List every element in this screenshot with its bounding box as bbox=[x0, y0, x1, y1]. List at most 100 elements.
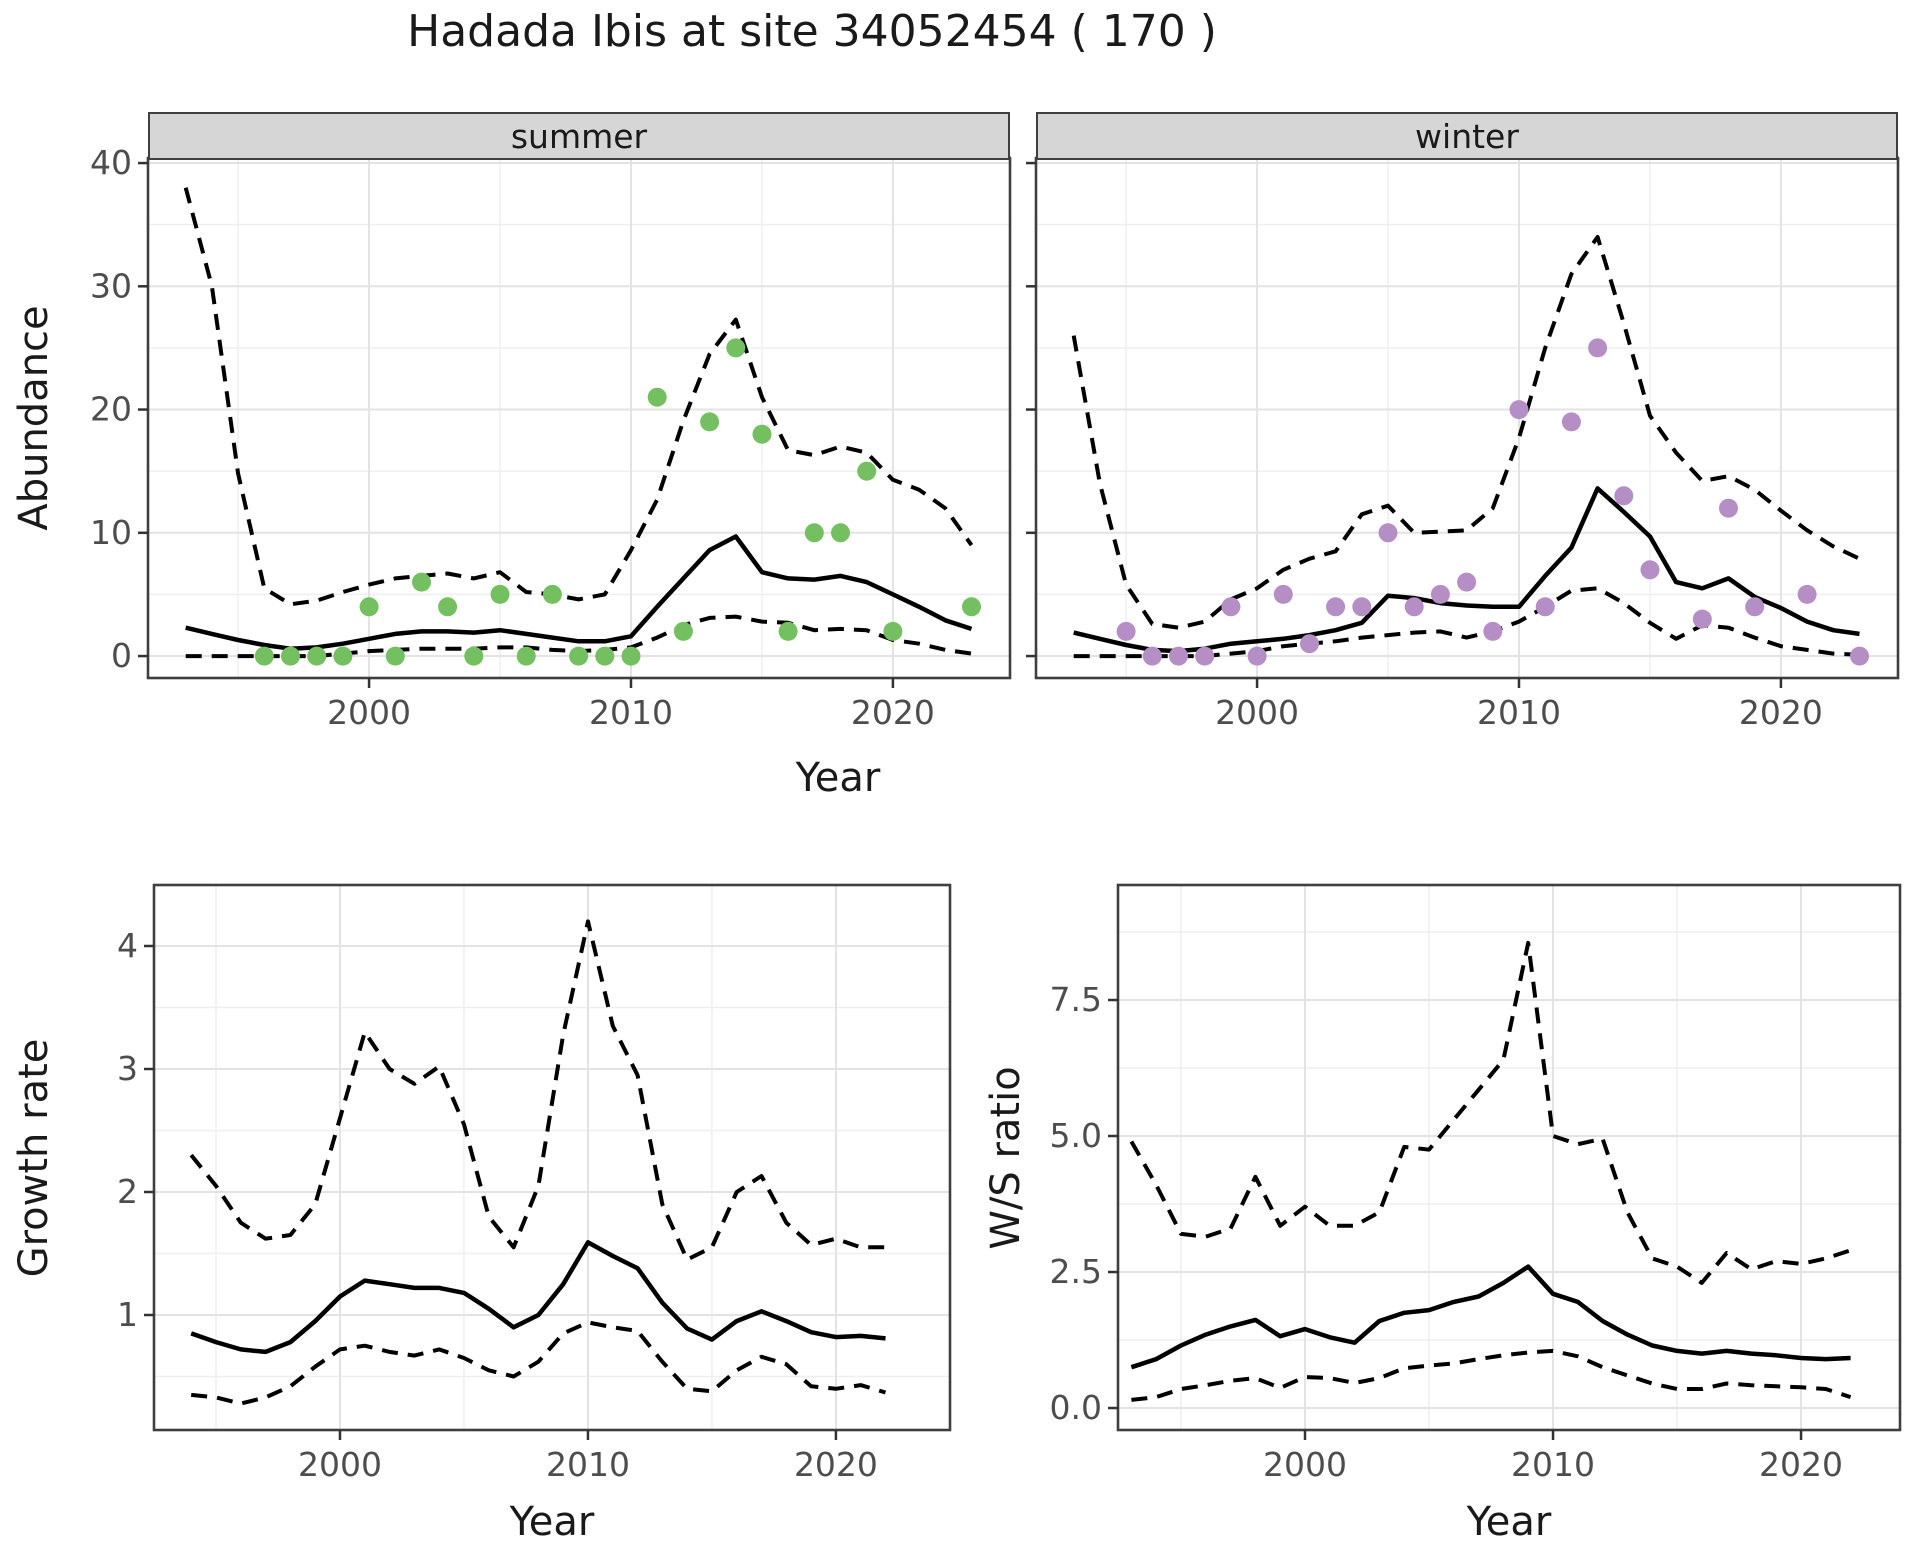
abundance-winter-point-2002 bbox=[1300, 634, 1319, 654]
abundance-summer-point-2019 bbox=[857, 461, 877, 481]
abundance-winter-point-2011 bbox=[1535, 597, 1555, 617]
abundance-winter-point-2000 bbox=[1247, 646, 1267, 666]
y-tick-label: 20 bbox=[90, 390, 132, 429]
abundance-summer-observed-points bbox=[254, 338, 981, 666]
panel-border bbox=[152, 883, 952, 1432]
x-tick-label: 2010 bbox=[546, 1445, 630, 1484]
x-axis-title-year-bottom-right: Year bbox=[1466, 1499, 1552, 1545]
panel-abundance-winter: 2000 2010 2020 bbox=[1026, 156, 1900, 732]
y-tick-label: 30 bbox=[90, 266, 132, 305]
abundance-summer-point-2014 bbox=[726, 338, 746, 358]
gridlines-major bbox=[154, 885, 950, 1430]
gridlines-minor bbox=[148, 158, 1010, 678]
abundance-summer-point-2018 bbox=[831, 523, 850, 543]
y-tick-label: 1 bbox=[117, 1295, 138, 1334]
panel-border bbox=[1116, 883, 1902, 1432]
x-axis-growth-rate: 2000 2010 2020 bbox=[298, 1430, 878, 1484]
abundance-winter-point-2012 bbox=[1561, 412, 1581, 432]
abundance-winter-point-1997 bbox=[1169, 646, 1188, 666]
x-tick-label: 2000 bbox=[327, 693, 411, 732]
x-axis-abundance-winter: 2000 2010 2020 bbox=[1215, 678, 1823, 732]
x-tick-label: 2010 bbox=[1477, 693, 1561, 732]
abundance-winter-point-2021 bbox=[1797, 584, 1817, 604]
abundance-summer-point-2009 bbox=[595, 646, 615, 666]
y-tick-label: 7.5 bbox=[1050, 980, 1102, 1019]
y-tick-label: 2.5 bbox=[1050, 1252, 1102, 1291]
abundance-summer-point-2008 bbox=[569, 646, 589, 666]
growth-rate-median-line bbox=[190, 1240, 886, 1355]
abundance-winter-point-2003 bbox=[1326, 597, 1346, 617]
abundance-winter-point-2013 bbox=[1588, 338, 1608, 358]
abundance-winter-point-1995 bbox=[1116, 621, 1136, 641]
ws-ratio-upper_ci-line bbox=[1129, 940, 1852, 1285]
y-tick-label: 4 bbox=[117, 926, 138, 965]
x-tick-label: 2020 bbox=[794, 1445, 878, 1484]
abundance-winter-point-2001 bbox=[1273, 584, 1293, 604]
abundance-summer-point-1997 bbox=[281, 646, 300, 666]
y-axis-growth-rate: 1 2 3 4 bbox=[117, 926, 154, 1334]
ws-ratio-lower_ci-line bbox=[1131, 1348, 1852, 1402]
abundance-winter-point-2004 bbox=[1352, 597, 1372, 617]
y-axis-abundance-winter bbox=[1026, 161, 1036, 658]
abundance-winter-point-2018 bbox=[1719, 498, 1738, 518]
panel-ws-ratio: 2000 2010 2020 0.0 2.5 5.0 7.5 bbox=[1050, 883, 1902, 1484]
panel-abundance-summer: 2000 2010 2020 0 10 20 30 40 bbox=[90, 143, 1012, 732]
x-axis-title-year-top: Year bbox=[795, 755, 881, 801]
abundance-summer-point-1998 bbox=[307, 646, 327, 666]
abundance-winter-point-2010 bbox=[1509, 400, 1529, 420]
abundance-summer-point-2020 bbox=[883, 621, 903, 641]
abundance-summer-point-2003 bbox=[438, 597, 458, 617]
x-tick-label: 2020 bbox=[1759, 1445, 1843, 1484]
abundance-winter-point-2023 bbox=[1850, 646, 1869, 666]
abundance-summer-point-2005 bbox=[490, 584, 510, 604]
y-tick-label: 0 bbox=[111, 636, 132, 675]
abundance-summer-point-2001 bbox=[385, 646, 405, 666]
abundance-summer-point-1996 bbox=[254, 646, 274, 666]
y-tick-label: 2 bbox=[117, 1172, 138, 1211]
abundance-summer-point-2007 bbox=[542, 584, 562, 604]
abundance-summer-upper_ci-line bbox=[183, 187, 974, 607]
abundance-summer-point-2017 bbox=[804, 523, 824, 543]
x-tick-label: 2020 bbox=[851, 693, 935, 732]
abundance-summer-point-2012 bbox=[673, 621, 693, 641]
growth-rate-upper_ci-line bbox=[189, 919, 886, 1262]
x-axis-abundance-summer: 2000 2010 2020 bbox=[327, 678, 935, 732]
abundance-winter-point-2017 bbox=[1692, 609, 1712, 629]
y-tick-label: 10 bbox=[90, 513, 132, 552]
abundance-summer-point-2013 bbox=[700, 412, 720, 432]
y-tick-label: 5.0 bbox=[1050, 1116, 1102, 1155]
y-axis-ws-ratio: 0.0 2.5 5.0 7.5 bbox=[1050, 980, 1118, 1427]
x-tick-label: 2000 bbox=[1263, 1445, 1347, 1484]
abundance-summer-point-2015 bbox=[752, 424, 772, 444]
abundance-winter-point-2005 bbox=[1378, 523, 1398, 543]
panel-background bbox=[1118, 885, 1900, 1430]
y-axis-title-growth-rate: Growth rate bbox=[11, 1038, 57, 1278]
gridlines-major bbox=[1118, 885, 1900, 1430]
abundance-summer-point-2016 bbox=[778, 621, 798, 641]
x-tick-label: 2020 bbox=[1739, 693, 1823, 732]
abundance-winter-point-2019 bbox=[1745, 597, 1765, 617]
abundance-winter-point-1996 bbox=[1142, 646, 1162, 666]
abundance-winter-point-2014 bbox=[1614, 486, 1634, 506]
abundance-winter-point-2015 bbox=[1640, 560, 1660, 580]
abundance-summer-point-1999 bbox=[333, 646, 353, 666]
abundance-summer-point-2011 bbox=[647, 387, 667, 407]
y-axis-title-abundance: Abundance bbox=[11, 305, 57, 531]
chart-title: Hadada Ibis at site 34052454 ( 170 ) bbox=[407, 6, 1217, 57]
abundance-summer-point-2004 bbox=[464, 646, 484, 666]
abundance-winter-point-2007 bbox=[1430, 584, 1450, 604]
abundance-winter-point-1999 bbox=[1221, 597, 1241, 617]
abundance-winter-point-1998 bbox=[1195, 646, 1215, 666]
facet-strip-summer: summer bbox=[148, 112, 1010, 160]
abundance-winter-point-2009 bbox=[1483, 621, 1503, 641]
abundance-winter-point-2006 bbox=[1404, 597, 1424, 617]
abundance-summer-point-2002 bbox=[412, 572, 431, 592]
facet-strip-summer-label: summer bbox=[510, 116, 648, 156]
gridlines-minor bbox=[1118, 885, 1900, 1430]
abundance-summer-point-2010 bbox=[621, 646, 641, 666]
x-tick-label: 2010 bbox=[1511, 1445, 1595, 1484]
x-tick-label: 2000 bbox=[298, 1445, 382, 1484]
panel-background bbox=[1036, 158, 1898, 678]
growth-rate-lower_ci-line bbox=[190, 1320, 887, 1406]
